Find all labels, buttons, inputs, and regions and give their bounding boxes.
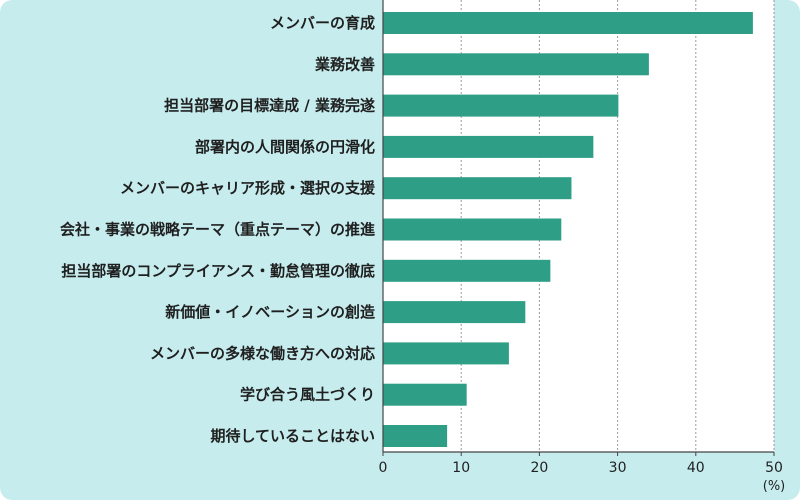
x-tick-label: 40 bbox=[687, 460, 705, 476]
category-label: 業務改善 bbox=[314, 55, 375, 73]
bars bbox=[383, 12, 753, 447]
bar bbox=[383, 53, 649, 76]
bar bbox=[383, 383, 467, 406]
category-label: メンバーのキャリア形成・選択の支援 bbox=[120, 179, 376, 197]
bar bbox=[383, 218, 562, 241]
category-label: 新価値・イノベーションの創造 bbox=[165, 303, 375, 321]
x-tick-label: 30 bbox=[609, 460, 627, 476]
bar bbox=[383, 12, 753, 34]
bar bbox=[383, 425, 448, 447]
bar bbox=[383, 177, 572, 200]
x-tick-label: 10 bbox=[452, 460, 470, 476]
bar bbox=[383, 94, 619, 117]
category-label: 期待していることはない bbox=[210, 427, 375, 445]
x-tick-label: 20 bbox=[530, 460, 548, 476]
category-label: 部署内の人間関係の円滑化 bbox=[195, 138, 375, 156]
x-axis-unit-label: (%) bbox=[763, 479, 786, 494]
category-label: 学び合う風土づくり bbox=[240, 386, 375, 404]
bar bbox=[383, 342, 509, 365]
bar bbox=[383, 259, 551, 282]
category-label: 担当部署のコンプライアンス・勤怠管理の徹底 bbox=[61, 262, 375, 280]
x-tick-label: 50 bbox=[765, 460, 783, 476]
category-label: 会社・事業の戦略テーマ（重点テーマ）の推進 bbox=[60, 221, 376, 239]
axes bbox=[382, 0, 775, 456]
bar bbox=[383, 301, 526, 324]
bar bbox=[383, 135, 594, 158]
category-label: メンバーの多様な働き方への対応 bbox=[150, 344, 375, 362]
x-tick-label: 0 bbox=[379, 460, 388, 476]
x-tick-labels: 0 10 20 30 40 50 bbox=[379, 460, 783, 476]
category-label: 担当部署の目標達成 / 業務完遂 bbox=[164, 97, 375, 115]
category-label: メンバーの育成 bbox=[270, 14, 375, 32]
